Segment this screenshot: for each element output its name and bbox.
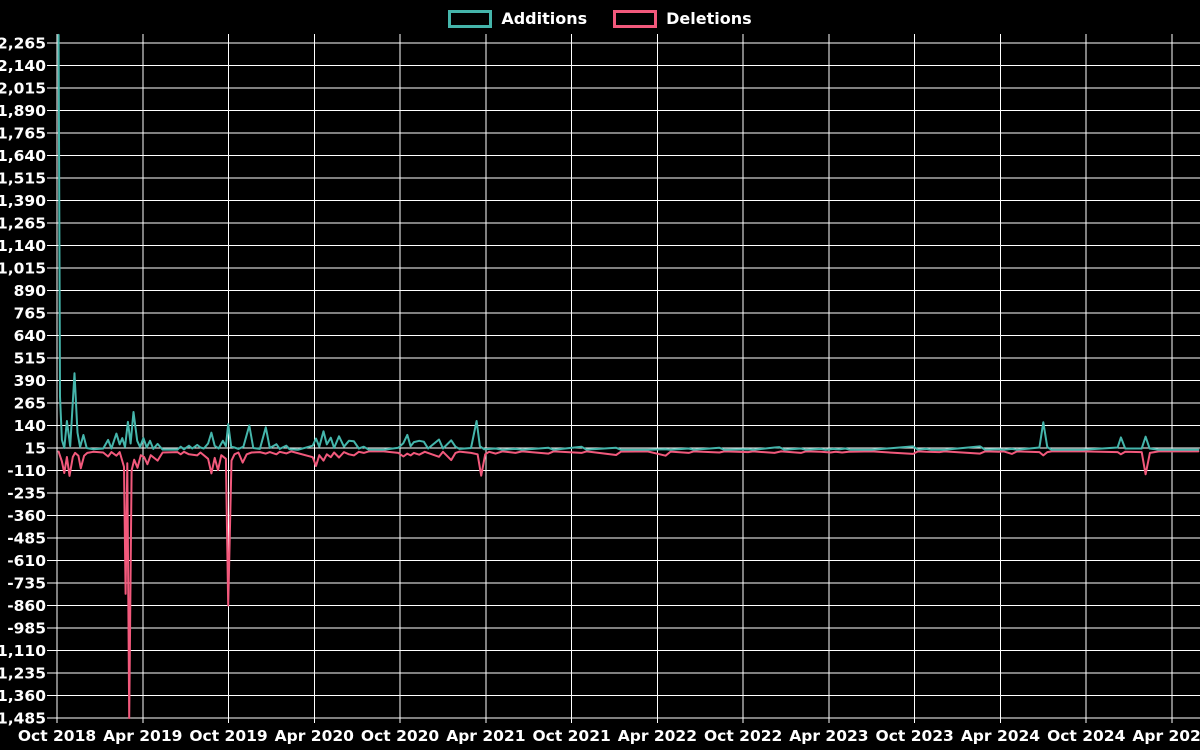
y-tick-label: 1,765: [0, 125, 46, 143]
y-tick-label: 1,015: [0, 260, 46, 278]
x-tick-label: Oct 2023: [876, 727, 954, 745]
y-tick-label: -985: [7, 620, 46, 638]
y-tick-label: 2,140: [0, 57, 46, 75]
legend-item-deletions[interactable]: Deletions: [613, 9, 752, 28]
series-line-deletions: [57, 450, 1200, 719]
y-tick-label: -485: [7, 530, 46, 548]
y-tick-label: 1,640: [0, 147, 46, 165]
y-tick-label: 15: [24, 440, 46, 458]
y-tick-label: -110: [7, 462, 46, 480]
y-tick-label: -610: [7, 552, 46, 570]
y-tick-label: 1,390: [0, 192, 46, 210]
y-tick-label: -1,110: [0, 642, 46, 660]
y-tick-label: -1,360: [0, 687, 46, 705]
y-tick-label: -860: [7, 597, 46, 615]
y-tick-label: 2,265: [0, 35, 46, 53]
x-tick-label: Oct 2022: [704, 727, 782, 745]
x-tick-label: Oct 2018: [18, 727, 96, 745]
y-tick-label: 265: [14, 395, 46, 413]
y-tick-label: 640: [14, 327, 47, 345]
x-tick-label: Oct 2021: [532, 727, 610, 745]
y-tick-label: -1,235: [0, 665, 46, 683]
series-line-additions: [57, 33, 1200, 451]
y-tick-label: 890: [14, 282, 47, 300]
legend-item-additions[interactable]: Additions: [448, 9, 587, 28]
deletions-swatch-icon: [613, 9, 658, 28]
x-tick-label: Apr 2025: [1132, 727, 1200, 745]
x-tick-label: Apr 2023: [789, 727, 868, 745]
y-tick-label: 140: [14, 417, 47, 435]
legend-label-deletions: Deletions: [666, 9, 752, 28]
x-tick-label: Apr 2024: [961, 727, 1040, 745]
y-tick-label: 515: [14, 350, 46, 368]
legend: Additions Deletions: [0, 9, 1200, 28]
y-tick-label: 1,265: [0, 215, 46, 233]
legend-label-additions: Additions: [501, 9, 588, 28]
y-tick-label: -360: [7, 507, 46, 525]
x-tick-label: Oct 2019: [189, 727, 267, 745]
x-tick-label: Apr 2021: [446, 727, 525, 745]
x-tick-label: Apr 2019: [103, 727, 182, 745]
y-tick-label: -1,485: [0, 710, 46, 728]
y-tick-label: 1,890: [0, 102, 46, 120]
y-tick-label: 765: [14, 305, 46, 323]
x-tick-label: Apr 2020: [275, 727, 354, 745]
additions-swatch-icon: [448, 9, 493, 28]
x-tick-label: Oct 2020: [361, 727, 440, 745]
y-tick-label: -735: [7, 575, 46, 593]
y-tick-label: 2,015: [0, 80, 46, 98]
x-tick-label: Apr 2022: [618, 727, 697, 745]
y-tick-label: 1,515: [0, 170, 46, 188]
y-tick-label: 1,140: [0, 237, 46, 255]
y-tick-label: 390: [14, 372, 47, 390]
x-tick-label: Oct 2024: [1047, 727, 1126, 745]
y-tick-label: -235: [7, 485, 46, 503]
